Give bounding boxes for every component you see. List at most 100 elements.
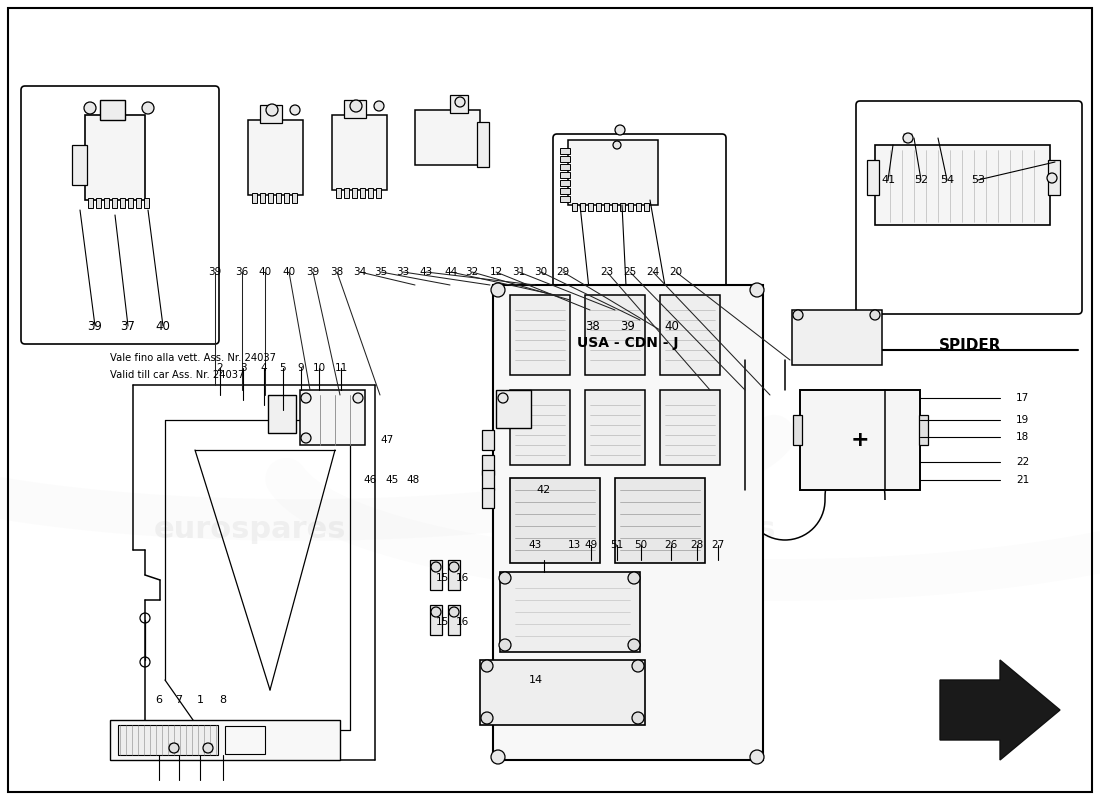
Text: Valid till car Ass. Nr. 24037: Valid till car Ass. Nr. 24037 (110, 370, 244, 380)
Text: 23: 23 (601, 267, 614, 277)
Circle shape (615, 125, 625, 135)
Circle shape (870, 310, 880, 320)
Bar (510, 390, 570, 465)
Circle shape (481, 660, 493, 672)
Bar (276, 193, 280, 203)
Bar (636, 203, 641, 211)
Text: 11: 11 (334, 363, 348, 373)
Text: 46: 46 (363, 475, 376, 485)
Text: 16: 16 (455, 573, 469, 583)
Bar (585, 390, 645, 465)
Circle shape (481, 712, 493, 724)
Bar (560, 196, 570, 202)
Bar (867, 160, 879, 195)
Text: 41: 41 (881, 175, 895, 185)
Text: Vale fino alla vett. Ass. Nr. 24037: Vale fino alla vett. Ass. Nr. 24037 (110, 353, 276, 363)
Bar (510, 478, 600, 563)
Bar (596, 203, 601, 211)
Text: 3: 3 (240, 363, 246, 373)
Bar (376, 188, 381, 198)
FancyBboxPatch shape (21, 86, 219, 344)
Text: 25: 25 (624, 267, 637, 277)
Text: 39: 39 (208, 267, 221, 277)
Circle shape (431, 607, 441, 617)
Bar (604, 203, 609, 211)
Text: 30: 30 (535, 267, 548, 277)
Bar (620, 203, 625, 211)
Bar (493, 285, 763, 760)
Bar (448, 605, 460, 635)
Bar (572, 203, 578, 211)
Bar (450, 95, 468, 113)
Bar (482, 470, 494, 490)
Text: 40: 40 (155, 319, 170, 333)
Circle shape (266, 104, 278, 116)
Text: 16: 16 (455, 617, 469, 627)
Bar (568, 140, 658, 205)
Text: 40: 40 (258, 267, 272, 277)
Text: 28: 28 (691, 540, 704, 550)
Circle shape (290, 105, 300, 115)
Bar (560, 156, 570, 162)
FancyBboxPatch shape (553, 134, 726, 352)
Bar (110, 720, 340, 760)
Bar (580, 203, 585, 211)
Text: 52: 52 (914, 175, 928, 185)
Text: 51: 51 (610, 540, 624, 550)
Bar (128, 198, 133, 208)
Circle shape (632, 660, 644, 672)
Bar (112, 198, 117, 208)
Text: 5: 5 (279, 363, 286, 373)
Bar (800, 390, 920, 490)
Text: 7: 7 (175, 695, 183, 705)
Bar (482, 455, 494, 475)
Text: 13: 13 (568, 540, 581, 550)
Bar (792, 310, 882, 365)
Text: 32: 32 (465, 267, 478, 277)
Circle shape (491, 750, 505, 764)
Bar (118, 725, 218, 755)
Circle shape (142, 102, 154, 114)
Text: 29: 29 (557, 267, 570, 277)
Text: 20: 20 (670, 267, 683, 277)
Text: 49: 49 (584, 540, 597, 550)
Bar (918, 415, 928, 445)
Bar (478, 146, 488, 152)
Bar (615, 478, 705, 563)
Circle shape (628, 639, 640, 651)
Text: 2: 2 (217, 363, 223, 373)
Text: 8: 8 (219, 695, 227, 705)
Circle shape (169, 743, 179, 753)
Bar (336, 188, 341, 198)
Bar (352, 188, 358, 198)
Bar (332, 115, 387, 190)
Text: 15: 15 (436, 617, 449, 627)
Bar (226, 726, 265, 754)
Bar (300, 390, 365, 445)
Text: 15: 15 (436, 573, 449, 583)
Text: 14: 14 (529, 675, 543, 685)
Circle shape (431, 562, 441, 572)
Text: 27: 27 (712, 540, 725, 550)
Bar (448, 560, 460, 590)
Circle shape (301, 433, 311, 443)
Text: USA - CDN - J: USA - CDN - J (578, 336, 679, 350)
Text: 53: 53 (971, 175, 984, 185)
Bar (793, 415, 802, 445)
Text: 47: 47 (381, 435, 394, 445)
Bar (88, 198, 94, 208)
Bar (72, 145, 87, 185)
Text: 21: 21 (1016, 475, 1030, 485)
Text: 48: 48 (406, 475, 419, 485)
Circle shape (499, 639, 512, 651)
Text: 33: 33 (396, 267, 409, 277)
Text: 36: 36 (235, 267, 249, 277)
Bar (430, 560, 442, 590)
Circle shape (491, 283, 505, 297)
Circle shape (613, 141, 621, 149)
Circle shape (628, 572, 640, 584)
Bar (478, 130, 488, 136)
Text: SPIDER: SPIDER (938, 338, 1001, 353)
Bar (480, 660, 645, 725)
Text: 39: 39 (88, 319, 102, 333)
